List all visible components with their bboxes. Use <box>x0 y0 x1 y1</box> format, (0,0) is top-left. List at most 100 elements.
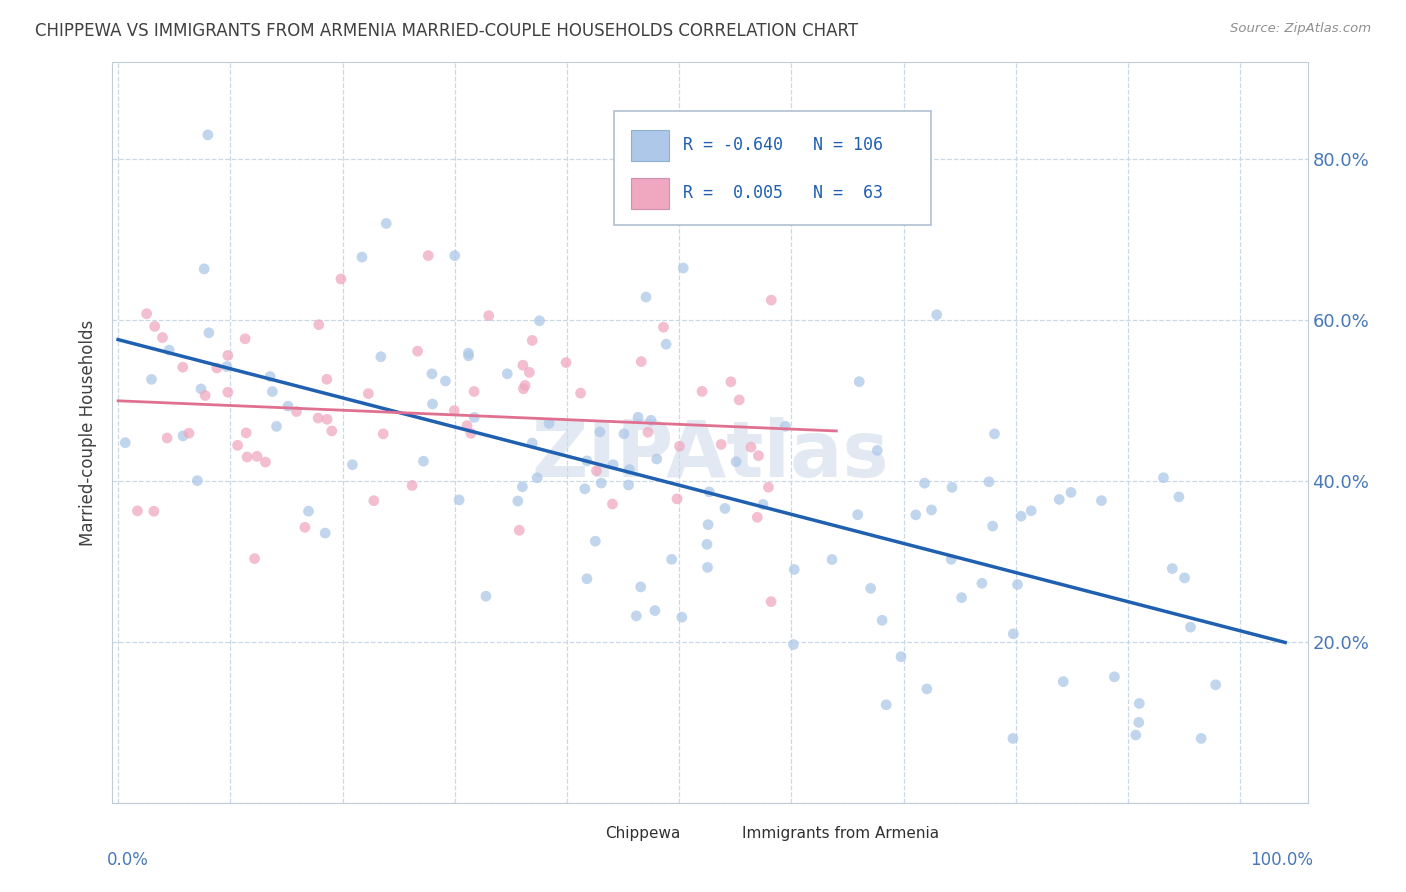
Point <box>357 386 380 401</box>
Text: Source: ZipAtlas.com: Source: ZipAtlas.com <box>1230 22 1371 36</box>
Point <box>589 425 612 439</box>
Point <box>496 367 519 381</box>
Point <box>696 560 718 574</box>
Text: 100.0%: 100.0% <box>1250 851 1313 869</box>
Point <box>697 484 720 499</box>
Point <box>457 346 479 360</box>
Point <box>602 458 624 472</box>
Point <box>152 330 174 344</box>
Point <box>205 361 228 376</box>
Text: Chippewa: Chippewa <box>605 826 681 840</box>
Point <box>363 493 385 508</box>
Point <box>866 443 889 458</box>
Point <box>617 478 640 492</box>
Point <box>775 419 797 434</box>
Point <box>143 319 166 334</box>
Point <box>449 492 471 507</box>
Point <box>443 403 465 417</box>
Point <box>630 580 652 594</box>
Point <box>406 344 429 359</box>
Point <box>512 480 534 494</box>
Point <box>308 318 330 332</box>
Point <box>512 382 534 396</box>
Point <box>172 429 194 443</box>
Point <box>666 491 689 506</box>
Point <box>294 520 316 534</box>
Point <box>412 454 434 468</box>
Point <box>671 610 693 624</box>
Point <box>613 426 636 441</box>
Point <box>720 375 742 389</box>
Point <box>875 698 897 712</box>
Point <box>463 410 485 425</box>
Point <box>690 384 713 399</box>
Text: R =  0.005   N =  63: R = 0.005 N = 63 <box>682 185 883 202</box>
Point <box>307 411 329 425</box>
Point <box>285 404 308 418</box>
Point <box>456 418 478 433</box>
Point <box>522 436 544 450</box>
Point <box>619 462 641 476</box>
FancyBboxPatch shape <box>631 130 669 161</box>
Point <box>457 349 479 363</box>
Point <box>583 534 606 549</box>
Point <box>1052 674 1074 689</box>
Point <box>761 293 783 307</box>
Point <box>668 439 690 453</box>
Point <box>1180 620 1202 634</box>
Point <box>512 358 534 372</box>
Point <box>235 425 257 440</box>
Point <box>508 523 530 537</box>
Point <box>460 426 482 441</box>
Point <box>921 503 943 517</box>
Point <box>634 290 657 304</box>
Point <box>848 375 870 389</box>
FancyBboxPatch shape <box>631 178 669 209</box>
Text: CHIPPEWA VS IMMIGRANTS FROM ARMENIA MARRIED-COUPLE HOUSEHOLDS CORRELATION CHART: CHIPPEWA VS IMMIGRANTS FROM ARMENIA MARR… <box>35 22 858 40</box>
Point <box>217 348 239 362</box>
Point <box>1002 627 1025 641</box>
Point <box>478 309 501 323</box>
Point <box>759 594 782 608</box>
Point <box>373 426 395 441</box>
Point <box>1010 509 1032 524</box>
Point <box>226 438 249 452</box>
FancyBboxPatch shape <box>614 111 931 226</box>
FancyBboxPatch shape <box>704 822 733 844</box>
Text: ZIPAtlas: ZIPAtlas <box>531 417 889 493</box>
Point <box>846 508 869 522</box>
Point <box>1104 670 1126 684</box>
Point <box>915 681 938 696</box>
Point <box>714 501 737 516</box>
Point <box>463 384 485 399</box>
Point <box>970 576 993 591</box>
Point <box>655 337 678 351</box>
Point <box>555 355 578 369</box>
Point <box>194 388 217 402</box>
Point <box>156 431 179 445</box>
Point <box>728 392 751 407</box>
Point <box>626 608 648 623</box>
Point <box>517 365 540 379</box>
Point <box>315 372 337 386</box>
Point <box>585 464 607 478</box>
Point <box>637 425 659 440</box>
Point <box>672 260 695 275</box>
Point <box>329 272 352 286</box>
Point <box>950 591 973 605</box>
Point <box>259 369 281 384</box>
Point <box>747 449 769 463</box>
Point <box>710 437 733 451</box>
Point <box>1060 485 1083 500</box>
Point <box>401 478 423 492</box>
Point <box>321 424 343 438</box>
Point <box>127 504 149 518</box>
Point <box>197 128 219 142</box>
Point <box>186 474 208 488</box>
Point <box>522 334 544 348</box>
Point <box>782 638 804 652</box>
Point <box>506 494 529 508</box>
Point <box>277 399 299 413</box>
Point <box>1128 697 1150 711</box>
Point <box>1001 731 1024 746</box>
